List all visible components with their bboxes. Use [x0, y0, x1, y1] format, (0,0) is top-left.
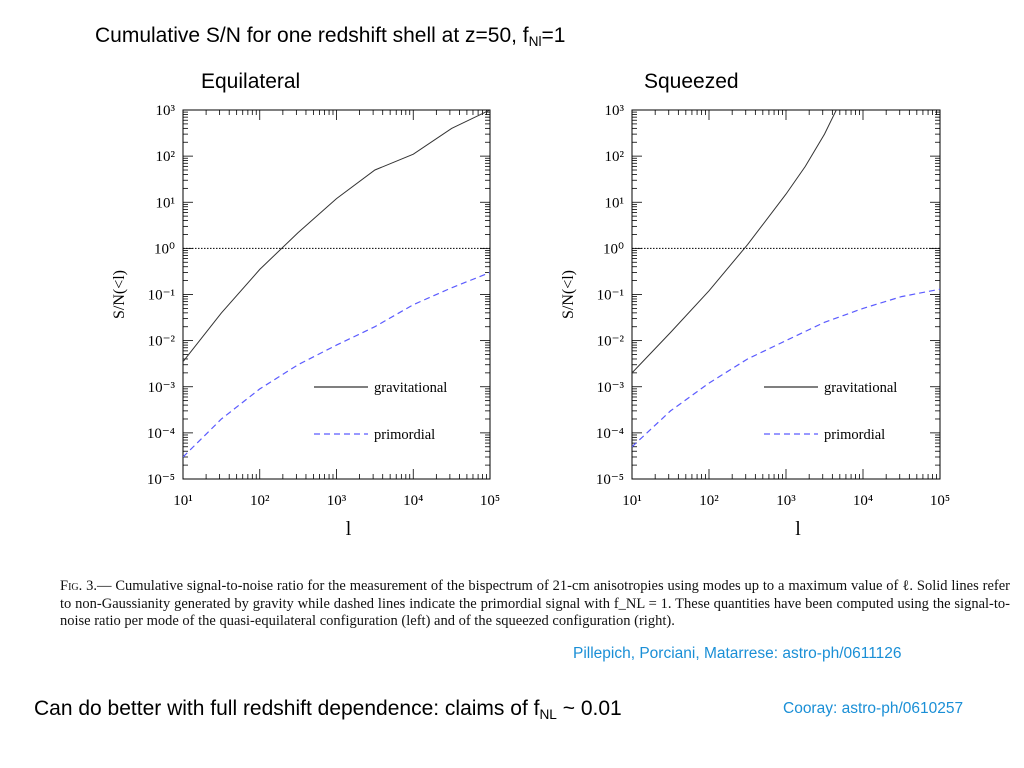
x-tick-label-equilateral-4: 10⁵ — [480, 493, 500, 509]
y-tick-label-equilateral-5: 10⁰ — [154, 241, 175, 257]
caption-prefix: Fig. 3. — [60, 578, 97, 594]
series-gravitational-equilateral — [183, 110, 490, 363]
y-tick-label-squeezed-4: 10⁻¹ — [597, 288, 624, 304]
y-tick-label-squeezed-0: 10⁻⁵ — [596, 472, 624, 488]
x-axis-label-squeezed: l — [795, 518, 801, 540]
y-tick-label-squeezed-3: 10⁻² — [597, 334, 625, 350]
legend-label-primordial-equilateral: primordial — [374, 427, 435, 443]
x-axis-label-equilateral: l — [346, 518, 352, 540]
y-tick-label-equilateral-3: 10⁻² — [148, 334, 176, 350]
legend-label-gravitational-squeezed: gravitational — [824, 380, 897, 396]
slide-title-main: Cumulative S/N for one redshift shell at… — [95, 24, 529, 47]
slide-title-subscript: Nl — [528, 34, 542, 49]
series-gravitational-squeezed — [632, 110, 837, 374]
y-tick-label-equilateral-6: 10¹ — [156, 195, 176, 211]
bottom-statement-main: Can do better with full redshift depende… — [34, 697, 540, 720]
x-tick-label-squeezed-3: 10⁴ — [853, 493, 873, 509]
x-tick-label-equilateral-2: 10³ — [327, 493, 347, 509]
slide-title: Cumulative S/N for one redshift shell at… — [95, 24, 565, 49]
chart-equilateral: 10¹ 10² 10³ 10⁴ 10⁵ 10⁻⁵ 10⁻⁴ 10⁻³ 10⁻² 10⁻¹ 10⁰ 10… — [111, 103, 500, 540]
x-tick-label-equilateral-1: 10² — [250, 493, 270, 509]
x-tick-label-equilateral-3: 10⁴ — [403, 493, 423, 509]
bottom-statement-subscript: NL — [539, 707, 557, 722]
tick-marks-equilateral — [182, 110, 490, 480]
x-tick-label-squeezed-2: 10³ — [776, 493, 796, 509]
plot-frame-squeezed — [631, 109, 941, 480]
citation-pillepich: Pillepich, Porciani, Matarrese: astro-ph… — [573, 645, 902, 662]
x-tick-label-squeezed-0: 10¹ — [622, 493, 642, 509]
caption-text: — Cumulative signal-to-noise ratio for t… — [60, 578, 1010, 629]
slide-title-end: =1 — [541, 24, 566, 47]
y-axis-label-squeezed: S/N(<l) — [560, 270, 577, 319]
y-tick-label-squeezed-8: 10³ — [605, 103, 625, 119]
y-tick-label-equilateral-0: 10⁻⁵ — [147, 472, 175, 488]
series-primordial-squeezed — [632, 288, 940, 448]
y-tick-label-equilateral-1: 10⁻⁴ — [147, 426, 175, 442]
tick-marks-squeezed — [631, 110, 940, 480]
chart-squeezed: 10¹ 10² 10³ 10⁴ 10⁵ 10⁻⁵ 10⁻⁴ 10⁻³ 10⁻² 10⁻¹ 10⁰ 10… — [560, 103, 950, 540]
y-tick-label-equilateral-8: 10³ — [156, 103, 176, 119]
y-tick-label-squeezed-5: 10⁰ — [603, 241, 624, 257]
x-tick-label-equilateral-0: 10¹ — [173, 493, 193, 509]
bottom-statement: Can do better with full redshift depende… — [34, 697, 622, 722]
y-tick-label-squeezed-2: 10⁻³ — [597, 380, 625, 396]
y-tick-label-equilateral-2: 10⁻³ — [148, 380, 176, 396]
series-primordial-equilateral — [183, 271, 490, 458]
citation-cooray: Cooray: astro-ph/0610257 — [783, 700, 964, 717]
y-tick-label-squeezed-1: 10⁻⁴ — [596, 426, 624, 442]
y-tick-label-equilateral-4: 10⁻¹ — [148, 288, 175, 304]
legend-label-gravitational-equilateral: gravitational — [374, 380, 447, 396]
x-tick-label-squeezed-4: 10⁵ — [930, 493, 950, 509]
y-tick-label-equilateral-7: 10² — [156, 149, 176, 165]
legend-label-primordial-squeezed: primordial — [824, 427, 885, 443]
y-axis-label-equilateral: S/N(<l) — [111, 270, 128, 319]
figure-caption: Fig. 3.— Cumulative signal-to-noise rati… — [60, 578, 1010, 631]
y-tick-label-squeezed-7: 10² — [605, 149, 625, 165]
chart-title-equilateral: Equilateral — [201, 70, 301, 93]
chart-title-squeezed: Squeezed — [644, 70, 739, 93]
y-tick-label-squeezed-6: 10¹ — [605, 195, 625, 211]
x-tick-label-squeezed-1: 10² — [699, 493, 719, 509]
bottom-statement-end: ~ 0.01 — [556, 697, 622, 720]
